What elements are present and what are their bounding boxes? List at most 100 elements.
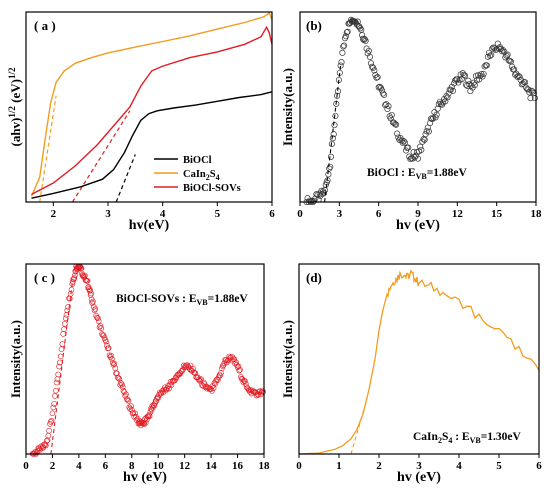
x-tick-label: 6 — [103, 460, 109, 472]
data-point — [146, 413, 153, 419]
data-point — [45, 432, 52, 439]
tangent-line — [115, 154, 136, 203]
data-point — [445, 90, 452, 97]
data-point — [320, 190, 328, 197]
panel-d-ticks: 0 1 2 3 4 5 6 — [296, 454, 542, 472]
panel-c-ylabel: Intensity(a.u.) — [8, 320, 23, 398]
legend-cain2s4-sub2: 4 — [216, 173, 220, 182]
panel-b-annotation: BiOCl : EVB=1.88eV — [367, 167, 467, 181]
data-point — [43, 438, 50, 444]
data-point — [107, 354, 114, 360]
panel-b-series — [303, 16, 538, 206]
data-point — [429, 116, 436, 123]
x-tick-label: 12 — [452, 208, 464, 220]
data-point — [109, 356, 115, 362]
data-point — [219, 365, 225, 372]
data-point — [233, 361, 240, 368]
data-point — [260, 388, 267, 395]
data-point — [83, 277, 89, 284]
panel-a-ylabel-sup2: 1/2 — [7, 67, 17, 79]
panel-d-annotation-sub3: VB — [470, 436, 482, 445]
panel-d-series — [298, 269, 540, 455]
data-point — [102, 337, 109, 343]
data-point — [67, 291, 74, 297]
data-point — [405, 144, 412, 151]
data-point — [373, 74, 380, 81]
data-point — [513, 70, 520, 77]
data-point — [479, 73, 486, 80]
data-point — [376, 83, 383, 90]
legend-label-biocl-sovs: BiOCl-SOVs — [183, 183, 241, 194]
data-point — [384, 105, 391, 113]
data-point — [78, 265, 85, 272]
data-point — [467, 88, 474, 95]
panel-d-xlabel: hv (eV) — [397, 470, 441, 485]
panel-b-ticks: 0 3 6 9 12 15 18 — [297, 202, 542, 220]
legend-cain2s4-main: CaIn — [183, 169, 206, 180]
data-point — [381, 91, 388, 98]
data-point — [461, 72, 469, 79]
data-point — [98, 325, 104, 332]
data-point — [516, 73, 523, 80]
panel-d-ylabel: Intensity(a.u.) — [280, 320, 295, 398]
panel-c-ticks: 0 2 4 6 8 10 12 14 16 18 — [23, 454, 270, 472]
data-point — [306, 197, 313, 204]
panel-c-xlabel: hv (eV) — [123, 470, 167, 485]
data-point — [374, 74, 381, 81]
data-point — [471, 82, 478, 89]
series-line-biocl — [31, 91, 273, 199]
tangent-line — [350, 398, 368, 455]
tangent-line — [324, 65, 342, 203]
x-tick-label: 14 — [206, 460, 218, 472]
data-point — [357, 25, 364, 32]
x-tick-label: 18 — [531, 208, 543, 220]
data-point — [79, 272, 86, 278]
panel-d-annotation: CaIn2S4 : EVB=1.30eV — [413, 431, 522, 445]
data-point — [362, 37, 369, 44]
data-point — [420, 136, 427, 143]
panel-a-xlabel: hv(eV) — [129, 218, 170, 233]
data-point — [414, 155, 422, 162]
data-point — [369, 63, 376, 70]
data-point — [242, 378, 248, 384]
data-point — [506, 57, 513, 64]
data-point — [71, 275, 78, 281]
data-point — [58, 346, 65, 353]
data-point — [399, 139, 406, 146]
data-point — [312, 195, 319, 202]
panel-b-xlabel: hv (eV) — [396, 218, 440, 233]
data-point — [97, 323, 104, 329]
x-tick-label: 4 — [456, 460, 462, 472]
data-point — [64, 307, 71, 314]
panel-c-annotation-sub: VB — [197, 298, 209, 307]
data-point — [401, 139, 408, 146]
data-point — [94, 314, 100, 321]
data-point — [95, 315, 101, 322]
x-tick-label: 5 — [496, 460, 502, 472]
data-point — [36, 445, 43, 452]
data-point — [365, 47, 372, 54]
panel-a-ylabel-main: (ahv) — [8, 118, 23, 147]
panel-c-label: ( c ) — [34, 270, 55, 285]
data-point — [59, 341, 66, 347]
data-point — [448, 83, 455, 90]
panel-b-ylabel: Intensity(a.u.) — [280, 68, 295, 146]
x-tick-label: 5 — [215, 208, 221, 220]
data-point — [394, 130, 401, 137]
x-tick-label: 18 — [259, 460, 271, 472]
data-point — [72, 272, 78, 279]
data-point — [218, 369, 224, 376]
data-point — [417, 143, 424, 150]
data-point — [383, 101, 390, 108]
data-point — [115, 375, 122, 381]
data-point — [259, 388, 266, 394]
data-point — [129, 410, 136, 417]
data-point — [65, 303, 71, 310]
panel-d-annotation-value: =1.30eV — [481, 431, 522, 443]
panel-c-annotation-value: =1.88eV — [208, 293, 249, 305]
data-point — [140, 420, 147, 426]
data-point — [430, 114, 437, 121]
data-point — [110, 361, 117, 368]
data-point — [54, 376, 61, 383]
panel-d-annotation-tail: : E — [452, 431, 470, 443]
